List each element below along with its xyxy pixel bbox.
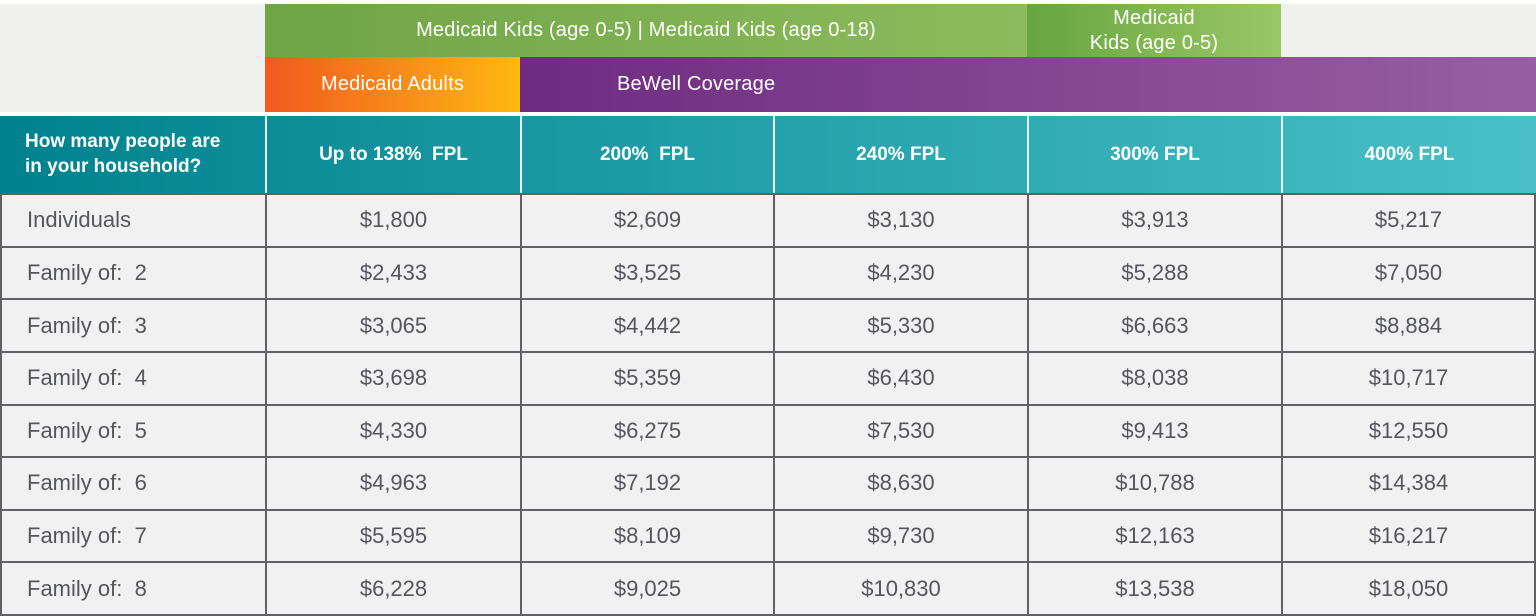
row-label: Family of: 2 xyxy=(0,247,265,299)
amount-cell: $16,217 xyxy=(1281,510,1536,562)
program-band-row-adults-bewell: Medicaid Adults BeWell Coverage xyxy=(0,57,1536,112)
table-row: Family of: 5 $4,330 $6,275 $7,530 $9,413… xyxy=(0,403,1536,457)
amount-cell: $10,830 xyxy=(773,563,1027,614)
row-label: Individuals xyxy=(0,195,265,246)
amount-cell: $10,717 xyxy=(1281,352,1536,404)
amount-cell: $9,025 xyxy=(520,563,773,614)
amount-cell: $3,698 xyxy=(265,352,520,404)
table-body: Individuals $1,800 $2,609 $3,130 $3,913 … xyxy=(0,193,1536,616)
column-header-300-fpl: 300% FPL xyxy=(1027,116,1281,193)
amount-cell: $1,800 xyxy=(265,195,520,246)
table-header-row: How many people are in your household? U… xyxy=(0,116,1536,193)
amount-cell: $6,430 xyxy=(773,352,1027,404)
amount-cell: $5,288 xyxy=(1027,247,1281,299)
amount-cell: $8,630 xyxy=(773,458,1027,509)
amount-cell: $9,413 xyxy=(1027,405,1281,457)
amount-cell: $4,442 xyxy=(520,300,773,351)
amount-cell: $5,330 xyxy=(773,300,1027,351)
row-label: Family of: 4 xyxy=(0,352,265,404)
band-header-gap xyxy=(0,112,1536,116)
column-header-138-fpl: Up to 138% FPL xyxy=(265,116,520,193)
amount-cell: $5,359 xyxy=(520,352,773,404)
row-label: Family of: 6 xyxy=(0,458,265,509)
amount-cell: $12,550 xyxy=(1281,405,1536,457)
amount-cell: $10,788 xyxy=(1027,458,1281,509)
amount-cell: $4,230 xyxy=(773,247,1027,299)
column-header-400-fpl: 400% FPL xyxy=(1281,116,1536,193)
band-medicaid-kids-young: Medicaid Kids (age 0-5) xyxy=(1027,4,1281,57)
table-row: Family of: 2 $2,433 $3,525 $4,230 $5,288… xyxy=(0,245,1536,299)
table-row: Family of: 6 $4,963 $7,192 $8,630 $10,78… xyxy=(0,456,1536,509)
amount-cell: $3,913 xyxy=(1027,195,1281,246)
row-label: Family of: 7 xyxy=(0,510,265,562)
amount-cell: $7,050 xyxy=(1281,247,1536,299)
amount-cell: $18,050 xyxy=(1281,563,1536,614)
amount-cell: $8,884 xyxy=(1281,300,1536,351)
amount-cell: $14,384 xyxy=(1281,458,1536,509)
amount-cell: $7,530 xyxy=(773,405,1027,457)
amount-cell: $8,109 xyxy=(520,510,773,562)
amount-cell: $3,525 xyxy=(520,247,773,299)
column-header-240-fpl: 240% FPL xyxy=(773,116,1027,193)
table-row: Family of: 3 $3,065 $4,442 $5,330 $6,663… xyxy=(0,298,1536,351)
band-bewell-coverage: BeWell Coverage xyxy=(520,57,1536,112)
table-row: Individuals $1,800 $2,609 $3,130 $3,913 … xyxy=(0,193,1536,246)
amount-cell: $2,609 xyxy=(520,195,773,246)
amount-cell: $6,663 xyxy=(1027,300,1281,351)
top-margin xyxy=(0,0,1536,4)
top-left-corner-block xyxy=(0,4,265,57)
program-band-row-kids: Medicaid Kids (age 0-5) | Medicaid Kids … xyxy=(0,4,1536,57)
row-label: Family of: 5 xyxy=(0,405,265,457)
amount-cell: $12,163 xyxy=(1027,510,1281,562)
amount-cell: $4,963 xyxy=(265,458,520,509)
row-label: Family of: 3 xyxy=(0,300,265,351)
amount-cell: $6,228 xyxy=(265,563,520,614)
amount-cell: $5,595 xyxy=(265,510,520,562)
amount-cell: $7,192 xyxy=(520,458,773,509)
column-header-200-fpl: 200% FPL xyxy=(520,116,773,193)
table-row: Family of: 8 $6,228 $9,025 $10,830 $13,5… xyxy=(0,561,1536,614)
amount-cell: $3,130 xyxy=(773,195,1027,246)
amount-cell: $9,730 xyxy=(773,510,1027,562)
amount-cell: $3,065 xyxy=(265,300,520,351)
band-medicaid-kids-combined: Medicaid Kids (age 0-5) | Medicaid Kids … xyxy=(265,4,1027,57)
household-question-header: How many people are in your household? xyxy=(25,130,226,177)
amount-cell: $8,038 xyxy=(1027,352,1281,404)
amount-cell: $13,538 xyxy=(1027,563,1281,614)
table-row: Family of: 7 $5,595 $8,109 $9,730 $12,16… xyxy=(0,508,1536,562)
top-right-corner-block xyxy=(1281,4,1536,57)
amount-cell: $5,217 xyxy=(1281,195,1536,246)
amount-cell: $4,330 xyxy=(265,405,520,457)
band-medicaid-adults: Medicaid Adults xyxy=(265,57,520,112)
amount-cell: $2,433 xyxy=(265,247,520,299)
left-corner-block xyxy=(0,57,265,112)
row-label: Family of: 8 xyxy=(0,563,265,614)
table-row: Family of: 4 $3,698 $5,359 $6,430 $8,038… xyxy=(0,350,1536,404)
amount-cell: $6,275 xyxy=(520,405,773,457)
